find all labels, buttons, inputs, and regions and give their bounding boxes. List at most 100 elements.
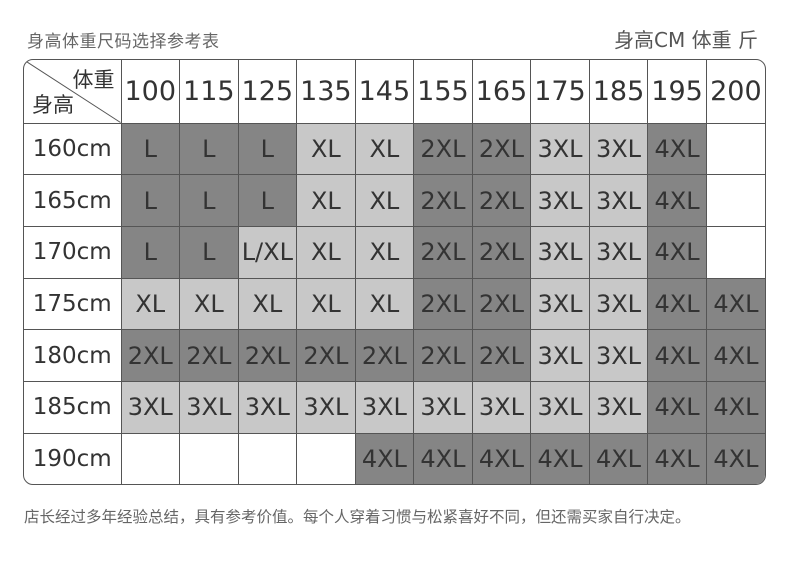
size-cell: 2XL <box>413 277 473 331</box>
size-cell: 2XL <box>471 225 532 279</box>
table-row: 180cm 2XL 2XL 2XL 2XL 2XL 2XL 2XL 3XL 3XL 4XL 4XL <box>24 329 765 382</box>
weight-header: 125 <box>237 60 298 124</box>
weight-header: 175 <box>530 60 590 124</box>
table-row: 160cm L L L XL XL 2XL 2XL 3XL 3XL 4XL <box>24 122 765 176</box>
size-cell: 3XL <box>588 380 649 434</box>
size-cell: 2XL <box>413 225 473 279</box>
size-cell: 4XL <box>588 432 649 484</box>
weight-header: 115 <box>179 60 239 124</box>
size-cell: 3XL <box>179 380 239 434</box>
table-row: 190cm 4XL 4XL 4XL 4XL 4XL 4XL 4XL <box>24 432 765 484</box>
table-row: 165cm L L L XL XL 2XL 2XL 3XL 3XL 4XL <box>24 174 765 227</box>
size-cell: 4XL <box>354 432 415 484</box>
size-cell: 2XL <box>354 329 415 382</box>
diagonal-divider <box>24 60 120 122</box>
corner-cell: 体重 身高 <box>24 60 122 124</box>
size-cell: 4XL <box>647 225 707 279</box>
size-cell: 2XL <box>471 174 532 227</box>
size-cell: 3XL <box>530 380 590 434</box>
weight-header: 145 <box>354 60 415 124</box>
size-cell: 2XL <box>413 329 473 382</box>
size-cell: 2XL <box>296 329 356 382</box>
size-cell: 3XL <box>588 122 649 176</box>
size-cell: 3XL <box>354 380 415 434</box>
size-cell: 3XL <box>530 225 590 279</box>
footnote: 店长经过多年经验总结，具有参考价值。每个人穿着习惯与松紧喜好不同，但还需买家自行… <box>24 508 691 526</box>
size-cell: 3XL <box>588 329 649 382</box>
size-cell: 4XL <box>647 329 707 382</box>
weight-axis-label: 体重 <box>72 68 115 92</box>
size-cell: 2XL <box>237 329 298 382</box>
size-cell: 4XL <box>705 277 765 331</box>
size-cell: 4XL <box>647 122 707 176</box>
size-cell: 3XL <box>588 174 649 227</box>
size-cell: XL <box>296 225 356 279</box>
size-cell: XL <box>120 277 181 331</box>
size-cell <box>120 432 181 484</box>
size-cell: L <box>237 122 298 176</box>
size-cell: 4XL <box>647 277 707 331</box>
table-row: 175cm XL XL XL XL XL 2XL 2XL 3XL 3XL 4XL 4XL <box>24 277 765 331</box>
table-row: 185cm 3XL 3XL 3XL 3XL 3XL 3XL 3XL 3XL 3XL 4XL 4XL <box>24 380 765 434</box>
size-cell: L/XL <box>237 225 298 279</box>
size-cell: 3XL <box>296 380 356 434</box>
size-cell: XL <box>296 122 356 176</box>
size-cell: L <box>120 225 181 279</box>
size-cell <box>179 432 239 484</box>
size-cell: 4XL <box>705 380 765 434</box>
weight-header: 135 <box>296 60 356 124</box>
size-cell: XL <box>179 277 239 331</box>
size-cell: 2XL <box>413 122 473 176</box>
weight-header: 195 <box>647 60 707 124</box>
size-cell: 3XL <box>588 225 649 279</box>
size-cell: 3XL <box>530 329 590 382</box>
size-cell: L <box>120 122 181 176</box>
size-cell: 4XL <box>530 432 590 484</box>
size-cell: 2XL <box>471 277 532 331</box>
size-cell: 3XL <box>530 122 590 176</box>
size-cell: 2XL <box>413 174 473 227</box>
weight-header: 200 <box>705 60 765 124</box>
size-cell: 2XL <box>120 329 181 382</box>
size-cell: L <box>237 174 298 227</box>
weight-header: 155 <box>413 60 473 124</box>
size-cell <box>705 174 765 227</box>
size-cell <box>705 225 765 279</box>
table-row: 170cm L L L/XL XL XL 2XL 2XL 3XL 3XL 4XL <box>24 225 765 279</box>
height-header: 190cm <box>24 432 122 484</box>
size-cell: XL <box>354 174 415 227</box>
size-cell: L <box>179 174 239 227</box>
size-cell: L <box>179 225 239 279</box>
size-cell: 3XL <box>237 380 298 434</box>
size-cell <box>237 432 298 484</box>
size-cell: XL <box>237 277 298 331</box>
size-cell: 4XL <box>705 432 765 484</box>
size-cell <box>296 432 356 484</box>
size-cell: 3XL <box>588 277 649 331</box>
size-cell: 2XL <box>471 122 532 176</box>
height-header: 165cm <box>24 174 122 227</box>
weight-header: 165 <box>471 60 532 124</box>
size-cell: XL <box>354 277 415 331</box>
size-cell: L <box>179 122 239 176</box>
size-cell: 2XL <box>179 329 239 382</box>
weight-header: 185 <box>588 60 649 124</box>
size-cell: 4XL <box>647 174 707 227</box>
size-cell: 4XL <box>413 432 473 484</box>
height-axis-label: 身高 <box>32 92 74 117</box>
size-cell: XL <box>296 277 356 331</box>
size-table: 体重 身高 100 115 125 135 145 155 165 175 185 195 200 … <box>23 59 766 485</box>
size-cell: 3XL <box>413 380 473 434</box>
size-cell: 3XL <box>530 277 590 331</box>
size-cell: 3XL <box>120 380 181 434</box>
size-cell: XL <box>296 174 356 227</box>
chart-title: 身高体重尺码选择参考表 <box>27 32 220 52</box>
height-header: 170cm <box>24 225 122 279</box>
size-cell: 4XL <box>705 329 765 382</box>
size-cell: 4XL <box>647 432 707 484</box>
unit-label: 身高CM 体重 斤 <box>614 28 758 52</box>
size-cell: 4XL <box>647 380 707 434</box>
weight-header: 100 <box>120 60 181 124</box>
height-header: 175cm <box>24 277 122 331</box>
size-cell: 3XL <box>471 380 532 434</box>
